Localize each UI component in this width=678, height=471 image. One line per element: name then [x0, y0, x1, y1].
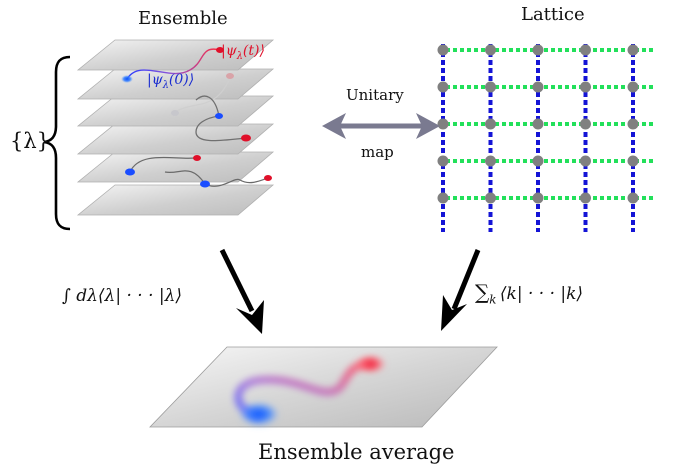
- psi-t-label: |ψλ(t)⟩: [221, 43, 265, 62]
- lattice-site-3-1: [437, 118, 449, 130]
- unitary-map-arrow: [322, 113, 440, 139]
- ensemble-stack: [76, 39, 275, 216]
- trajectory-faint: [174, 77, 231, 113]
- sum-arrow: [441, 249, 481, 331]
- final-state-dot-top: [216, 47, 224, 53]
- lattice-site-4-3: [532, 155, 544, 167]
- averaged-final-blob: [356, 355, 386, 373]
- lambda-set-label: {λ}: [10, 129, 51, 153]
- initial-state-dot-top: [121, 75, 133, 83]
- lattice-site-2-5: [627, 81, 639, 93]
- map-label: map: [361, 143, 394, 161]
- psi-0-label: |ψλ(0)⟩: [147, 72, 195, 91]
- unitary-label: Unitary: [346, 86, 404, 104]
- ensemble-plane-5: [76, 151, 275, 183]
- lattice-site-4-4: [580, 155, 591, 167]
- trajectory-lower: [129, 156, 269, 187]
- lattice-site-1-3: [532, 44, 544, 56]
- lattice-site-3-2: [485, 118, 496, 130]
- lattice-site-5-4: [580, 192, 591, 204]
- integral-arrow: [219, 248, 264, 334]
- final-state-dot-middle: [241, 134, 251, 142]
- averaged-initial-blob: [239, 402, 279, 426]
- averaged-trajectory: [234, 360, 375, 420]
- final-state-dot-lower-2: [264, 175, 272, 181]
- faint-dot-red: [226, 73, 234, 79]
- lattice-site-4-1: [437, 155, 449, 167]
- ensemble-plane-6: [76, 184, 275, 216]
- ensemble-title: Ensemble: [138, 8, 228, 29]
- lattice-site-5-5: [627, 192, 639, 204]
- lattice-title: Lattice: [521, 4, 585, 25]
- final-state-dot-lower: [193, 155, 201, 161]
- lattice-site-5-3: [532, 192, 544, 204]
- ensemble-plane-1: [76, 39, 275, 71]
- integral-formula: ∫ dλ⟨λ| · · · |λ⟩: [62, 286, 183, 306]
- lattice-site-2-2: [485, 81, 496, 93]
- lattice: [437, 44, 655, 232]
- lattice-site-3-3: [532, 118, 544, 130]
- lattice-site-2-4: [580, 81, 591, 93]
- lattice-site-1-1: [437, 44, 449, 56]
- lattice-site-5-1: [437, 192, 449, 204]
- lattice-site-3-5: [627, 118, 639, 130]
- lattice-site-4-2: [485, 155, 496, 167]
- lambda-brace: [43, 55, 71, 231]
- initial-state-dot-lower-2: [200, 180, 210, 188]
- lattice-site-2-3: [532, 81, 544, 93]
- lattice-site-3-4: [580, 118, 591, 130]
- initial-state-dot-middle: [215, 113, 223, 119]
- lattice-site-5-2: [485, 192, 496, 204]
- lattice-site-2-1: [437, 81, 449, 93]
- lattice-site-1-5: [627, 44, 639, 56]
- lattice-site-4-5: [627, 155, 639, 167]
- lattice-site-1-4: [580, 44, 591, 56]
- ensemble-average-plane: [149, 346, 498, 428]
- trajectory-middle: [195, 115, 247, 142]
- sum-formula: ∑k ⟨k| · · · |k⟩: [475, 280, 584, 307]
- initial-state-dot-lower: [125, 168, 135, 176]
- lattice-site-1-2: [485, 44, 496, 56]
- ensemble-average-title: Ensemble average: [258, 440, 455, 464]
- trajectory-top: [126, 48, 221, 80]
- faint-dot-blue: [171, 110, 179, 116]
